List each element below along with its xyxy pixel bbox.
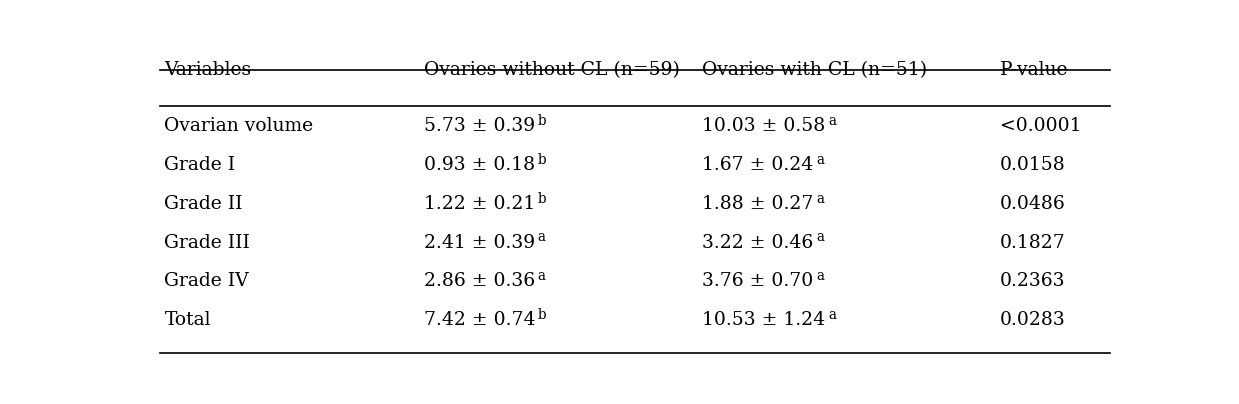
Text: Ovarian volume: Ovarian volume (165, 117, 313, 135)
Text: 10.53 ± 1.24: 10.53 ± 1.24 (703, 311, 825, 329)
Text: 3.22 ± 0.46: 3.22 ± 0.46 (703, 234, 814, 252)
Text: a: a (817, 153, 824, 167)
Text: 1.22 ± 0.21: 1.22 ± 0.21 (424, 195, 535, 213)
Text: 0.93 ± 0.18: 0.93 ± 0.18 (424, 156, 535, 174)
Text: a: a (829, 114, 836, 128)
Text: 0.0283: 0.0283 (1000, 311, 1066, 329)
Text: a: a (828, 308, 836, 322)
Text: 7.42 ± 0.74: 7.42 ± 0.74 (424, 311, 535, 329)
Text: 3.76 ± 0.70: 3.76 ± 0.70 (703, 272, 814, 290)
Text: a: a (817, 230, 824, 244)
Text: a: a (538, 230, 545, 244)
Text: 0.0486: 0.0486 (1000, 195, 1066, 213)
Text: Variables: Variables (165, 61, 252, 79)
Text: 1.88 ± 0.27: 1.88 ± 0.27 (703, 195, 814, 213)
Text: P-value: P-value (1000, 61, 1068, 79)
Text: 0.2363: 0.2363 (1000, 272, 1066, 290)
Text: Grade I: Grade I (165, 156, 235, 174)
Text: 2.86 ± 0.36: 2.86 ± 0.36 (424, 272, 535, 290)
Text: Grade III: Grade III (165, 234, 250, 252)
Text: b: b (538, 153, 546, 167)
Text: Ovaries without CL (n=59): Ovaries without CL (n=59) (424, 61, 680, 79)
Text: 1.67 ± 0.24: 1.67 ± 0.24 (703, 156, 814, 174)
Text: Grade IV: Grade IV (165, 272, 249, 290)
Text: 2.41 ± 0.39: 2.41 ± 0.39 (424, 234, 535, 252)
Text: b: b (538, 308, 546, 322)
Text: 0.1827: 0.1827 (1000, 234, 1066, 252)
Text: b: b (538, 114, 546, 128)
Text: a: a (817, 191, 824, 206)
Text: 5.73 ± 0.39: 5.73 ± 0.39 (424, 117, 535, 135)
Text: <0.0001: <0.0001 (1000, 117, 1082, 135)
Text: 10.03 ± 0.58: 10.03 ± 0.58 (703, 117, 825, 135)
Text: 0.0158: 0.0158 (1000, 156, 1066, 174)
Text: Total: Total (165, 311, 211, 329)
Text: b: b (538, 191, 546, 206)
Text: Ovaries with CL (n=51): Ovaries with CL (n=51) (703, 61, 927, 79)
Text: Grade II: Grade II (165, 195, 243, 213)
Text: a: a (538, 269, 545, 283)
Text: a: a (817, 269, 824, 283)
